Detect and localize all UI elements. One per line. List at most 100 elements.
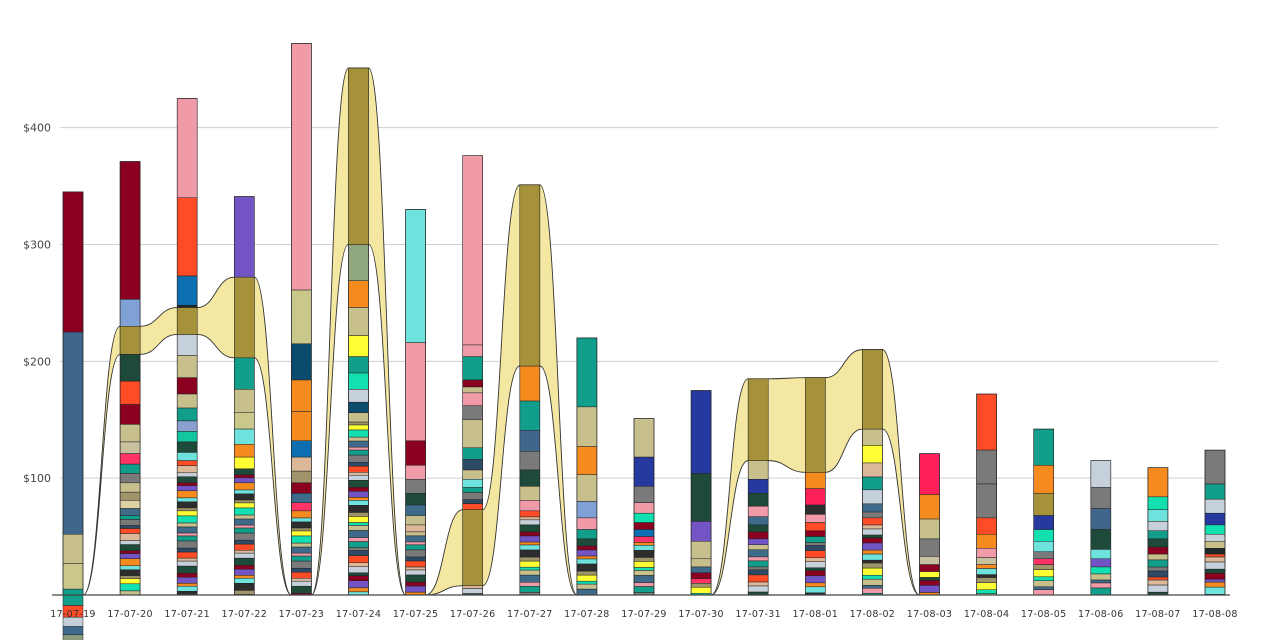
bar-segment: [1204, 449, 1226, 485]
bar-segment: [805, 542, 826, 546]
bar-segment: [234, 456, 255, 470]
bar-segment: [405, 541, 426, 546]
x-tick-label: 17-07-27: [507, 609, 553, 620]
bar-segment: [62, 191, 84, 333]
bar-17-08-05: [1033, 428, 1054, 596]
bar-segment: [348, 372, 369, 390]
bar-segment: [119, 491, 141, 501]
bar-segment: [119, 525, 141, 529]
bar-segment: [919, 538, 940, 557]
bar-segment: [348, 280, 369, 308]
bar-segment: [519, 516, 541, 521]
highlight-segment: [747, 378, 769, 461]
bar-segment: [519, 430, 541, 452]
bar-segment: [633, 550, 655, 558]
bar-segment: [291, 580, 312, 587]
bar-segment: [633, 418, 655, 458]
bar-segment: [1033, 493, 1054, 516]
highlight-segment: [805, 377, 826, 473]
bar-segment: [176, 526, 198, 534]
bar-17-07-24: [348, 67, 369, 596]
bar-segment: [176, 510, 198, 517]
bar-segment: [176, 532, 198, 537]
bar-segment: [405, 569, 426, 576]
bar-segment: [919, 585, 940, 593]
bar-segment: [119, 453, 141, 465]
bar-segment: [1147, 538, 1169, 548]
bar-segment: [805, 522, 826, 531]
y-tick-label: $100: [23, 472, 51, 485]
bar-segment: [348, 562, 369, 567]
highlight-segment: [462, 509, 483, 586]
bar-segment: [576, 501, 598, 519]
bar-segment: [805, 570, 826, 576]
bar-segment: [1090, 587, 1112, 596]
bar-segment: [919, 571, 940, 578]
bar-segment: [747, 524, 769, 533]
bar-segment: [176, 576, 198, 584]
bar-segment: [976, 393, 997, 451]
bar-segment: [1204, 581, 1226, 588]
bar-segment: [633, 456, 655, 487]
bar-segment: [862, 585, 883, 589]
bar-segment: [1147, 579, 1169, 586]
bar-segment: [1033, 586, 1054, 590]
bar-segment: [405, 556, 426, 562]
bar-segment: [1033, 576, 1054, 581]
bar-segment: [805, 514, 826, 523]
bar-segment: [633, 536, 655, 543]
bar-17-08-07: [1147, 467, 1169, 596]
bar-segment: [690, 587, 712, 594]
bar-17-07-21: [176, 98, 198, 596]
x-tick-label: 17-07-21: [164, 609, 210, 620]
x-tick-label: 17-07-29: [621, 609, 667, 620]
bar-segment: [1147, 530, 1169, 540]
bar-segment: [519, 531, 541, 537]
bar-segment: [576, 588, 598, 596]
y-tick-label: $400: [23, 122, 51, 135]
bar-segment: [862, 578, 883, 586]
bar-segment: [348, 421, 369, 426]
bar-segment: [576, 406, 598, 447]
bar-segment: [1204, 553, 1226, 558]
bar-segment: [1204, 533, 1226, 542]
bar-segment: [405, 544, 426, 551]
bar-segment: [462, 499, 483, 504]
x-tick-label: 17-08-04: [964, 609, 1010, 620]
bar-segment: [119, 482, 141, 493]
bar-segment: [1033, 580, 1054, 588]
bar-segment: [176, 485, 198, 492]
x-axis-ticks: 17-07-19 17-07-20 17-07-21 17-07-22 17-07-23…: [50, 609, 1237, 620]
x-tick-label: 17-08-02: [850, 609, 896, 620]
bar-segment: [234, 543, 255, 551]
bar-segment: [633, 529, 655, 537]
bar-segment: [234, 474, 255, 479]
x-tick-label: 17-08-03: [907, 609, 953, 620]
bar-segment: [462, 379, 483, 388]
bar-segment: [519, 400, 541, 431]
bar-segment: [119, 569, 141, 577]
bar-segment: [405, 574, 426, 583]
bar-segment: [519, 365, 541, 402]
bar-segment: [176, 441, 198, 453]
bar-segment: [462, 479, 483, 488]
highlight-segment: [176, 307, 198, 335]
bar-segment: [519, 560, 541, 568]
bar-segment: [176, 501, 198, 509]
bar-segment: [633, 561, 655, 568]
bar-segment: [176, 585, 198, 592]
bar-segment: [519, 566, 541, 571]
bar-segment: [348, 472, 369, 476]
bar-segment: [805, 550, 826, 558]
bar-segment: [576, 545, 598, 551]
bar-segment: [747, 516, 769, 526]
bar-segment: [176, 497, 198, 503]
bar-segment: [348, 575, 369, 581]
bar-segment: [348, 580, 369, 589]
bar-segment: [1090, 573, 1112, 581]
bar-segment: [862, 567, 883, 576]
bar-segment: [1033, 541, 1054, 553]
bar-segment: [805, 488, 826, 506]
bar-segment: [576, 580, 598, 585]
bar-segment: [348, 555, 369, 564]
